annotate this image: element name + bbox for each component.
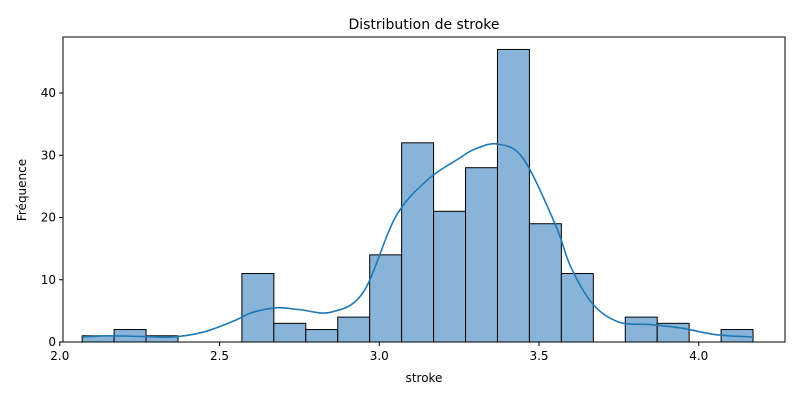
- y-tick-label: 0: [48, 335, 56, 349]
- histogram-bar: [337, 316, 371, 343]
- x-axis-label: stroke: [406, 371, 443, 385]
- x-axis-ticks: 2.0 2.5 3.0 3.5 4.0: [50, 342, 708, 363]
- y-tick-label: 10: [41, 273, 56, 287]
- kde-layer: [82, 142, 754, 339]
- x-tick-label: 2.0: [50, 349, 69, 363]
- y-axis-ticks: 0 10 20 30 40: [41, 86, 63, 349]
- histogram-bars: [81, 48, 754, 343]
- histogram-bar: [305, 329, 339, 343]
- plot-frame: [62, 36, 786, 343]
- y-axis-label: Fréquence: [15, 159, 29, 221]
- histogram-bar: [241, 273, 275, 343]
- y-tick-label: 30: [41, 148, 56, 162]
- x-tick-label: 2.5: [210, 349, 229, 363]
- histogram-bar: [496, 48, 530, 343]
- histogram-bar: [401, 142, 435, 343]
- histogram-bar: [528, 223, 562, 343]
- histogram-bar: [273, 322, 307, 343]
- kde-line: [82, 142, 754, 339]
- chart-title: Distribution de stroke: [348, 17, 499, 33]
- histogram-bar: [369, 254, 403, 343]
- histogram-bar: [433, 210, 467, 343]
- x-tick-label: 3.0: [370, 349, 389, 363]
- x-tick-label: 3.5: [529, 349, 548, 363]
- y-tick-label: 40: [41, 86, 56, 100]
- histogram-bar: [624, 316, 658, 343]
- histogram-bar: [560, 273, 594, 343]
- histogram-bar: [465, 167, 498, 343]
- y-tick-label: 20: [41, 211, 56, 225]
- x-tick-label: 4.0: [689, 349, 708, 363]
